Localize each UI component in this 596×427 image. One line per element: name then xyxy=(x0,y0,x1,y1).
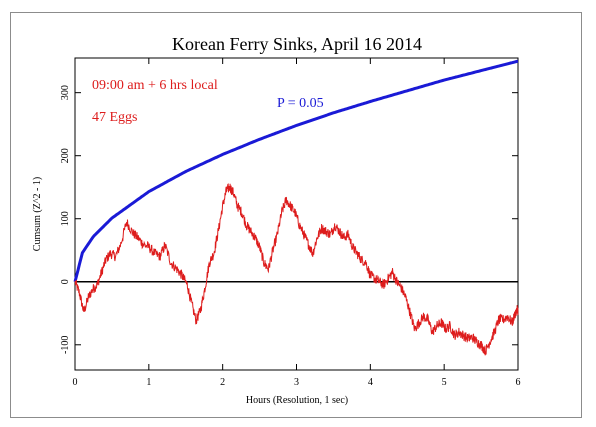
y-tick-label: 200 xyxy=(60,148,71,163)
y-tick-label: -100 xyxy=(60,336,71,354)
series-p05-envelope xyxy=(73,59,519,283)
x-tick-label: 1 xyxy=(146,377,151,388)
x-tick-label: 2 xyxy=(220,377,225,388)
x-tick-label: 0 xyxy=(73,377,78,388)
x-tick-label: 6 xyxy=(516,377,521,388)
chart-frame xyxy=(10,12,582,418)
chart-title: Korean Ferry Sinks, April 16 2014 xyxy=(172,34,422,54)
y-tick-label: 0 xyxy=(60,279,71,284)
annotation-p-value: P = 0.05 xyxy=(277,96,324,111)
y-tick-label: 100 xyxy=(60,211,71,226)
y-tick-label: 300 xyxy=(60,85,71,100)
x-tick-label: 5 xyxy=(442,377,447,388)
x-axis-label: Hours (Resolution, 1 sec) xyxy=(246,395,348,406)
annotation-time: 09:00 am + 6 hrs local xyxy=(92,78,218,93)
series-cumulative-deviation xyxy=(74,183,519,356)
y-axis-label: Cumsum (Z^2 - 1) xyxy=(32,177,43,251)
plot-layer: 0 1 2 3 4 5 6 -100 0 100 200 300 xyxy=(60,57,521,388)
annotation-eggs: 47 Eggs xyxy=(92,110,138,125)
x-tick-label: 3 xyxy=(294,377,299,388)
x-tick-label: 4 xyxy=(368,377,373,388)
